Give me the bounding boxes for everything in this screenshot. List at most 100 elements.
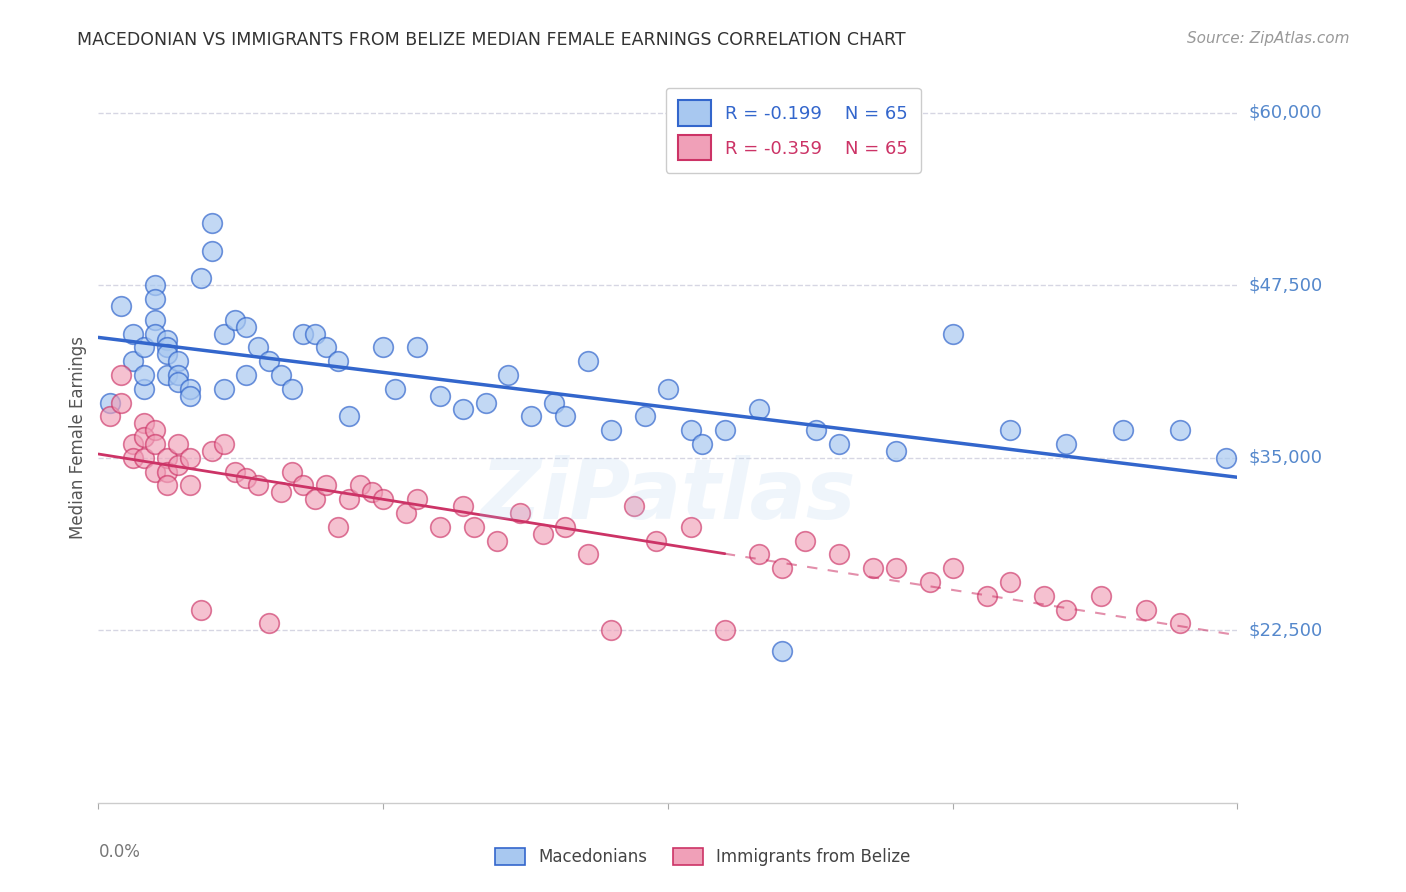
Point (110, 368, 132, 382)
Point (918, 574, 941, 589)
Point (121, 326, 143, 341)
Point (1170, 616, 1192, 631)
Point (304, 326, 326, 341)
Point (259, 354, 281, 368)
Point (623, 499, 645, 513)
Point (326, 520, 349, 534)
Point (498, 368, 520, 382)
Point (167, 354, 190, 368)
Point (212, 326, 235, 341)
Point (600, 423, 623, 437)
Point (156, 334, 179, 348)
Point (337, 492, 360, 507)
Point (373, 492, 395, 507)
Point (451, 499, 474, 513)
Point (201, 443, 224, 458)
Point (884, 443, 907, 458)
Point (714, 423, 737, 437)
Point (110, 299, 132, 313)
Point (224, 465, 246, 479)
Point (520, 409, 543, 424)
Point (190, 271, 212, 285)
Point (304, 492, 326, 507)
Point (976, 589, 998, 603)
Point (179, 389, 201, 403)
Point (246, 340, 269, 354)
Point (190, 602, 212, 616)
Point (292, 478, 315, 492)
Point (576, 548, 599, 562)
Point (98, 395, 121, 409)
Point (998, 574, 1021, 589)
Point (384, 382, 406, 396)
Point (110, 395, 132, 409)
Point (132, 450, 155, 465)
Point (884, 561, 907, 575)
Point (224, 312, 246, 326)
Point (600, 624, 623, 638)
Point (862, 561, 884, 575)
Point (121, 354, 143, 368)
Point (145, 437, 167, 451)
Point (337, 409, 360, 424)
Point (1170, 423, 1192, 437)
Point (201, 244, 224, 258)
Point (349, 478, 371, 492)
Point (429, 520, 451, 534)
Point (212, 382, 235, 396)
Point (292, 326, 315, 341)
Point (828, 437, 851, 451)
Point (201, 216, 224, 230)
Point (167, 458, 190, 472)
Point (132, 340, 155, 354)
Point (167, 368, 190, 382)
Point (463, 520, 485, 534)
Text: $35,000: $35,000 (1249, 449, 1323, 467)
Point (156, 478, 179, 492)
Point (429, 389, 451, 403)
Point (98, 409, 121, 424)
Point (748, 402, 770, 417)
Legend: R = -0.199    N = 65, R = -0.359    N = 65: R = -0.199 N = 65, R = -0.359 N = 65 (665, 87, 921, 173)
Text: ZiPatlas: ZiPatlas (479, 455, 856, 536)
Point (326, 354, 349, 368)
Point (179, 478, 201, 492)
Point (406, 492, 429, 507)
Point (714, 624, 737, 638)
Point (1056, 437, 1078, 451)
Point (531, 526, 554, 541)
Point (315, 340, 337, 354)
Point (1135, 602, 1157, 616)
Point (1032, 589, 1054, 603)
Point (235, 368, 257, 382)
Point (179, 382, 201, 396)
Point (828, 548, 851, 562)
Point (145, 312, 167, 326)
Point (474, 395, 496, 409)
Text: $22,500: $22,500 (1249, 622, 1323, 640)
Point (167, 375, 190, 389)
Point (259, 616, 281, 631)
Point (1112, 423, 1135, 437)
Text: Source: ZipAtlas.com: Source: ZipAtlas.com (1187, 31, 1350, 46)
Point (145, 326, 167, 341)
Point (270, 485, 292, 500)
Point (451, 402, 474, 417)
Point (634, 409, 657, 424)
Text: $60,000: $60,000 (1249, 103, 1322, 122)
Point (179, 450, 201, 465)
Point (554, 409, 576, 424)
Point (360, 485, 382, 500)
Point (156, 368, 179, 382)
Point (145, 465, 167, 479)
Point (804, 423, 827, 437)
Point (679, 423, 702, 437)
Point (145, 423, 167, 437)
Point (145, 278, 167, 293)
Point (132, 368, 155, 382)
Text: MACEDONIAN VS IMMIGRANTS FROM BELIZE MEDIAN FEMALE EARNINGS CORRELATION CHART: MACEDONIAN VS IMMIGRANTS FROM BELIZE MED… (77, 31, 905, 49)
Point (679, 520, 702, 534)
Point (554, 520, 576, 534)
Point (246, 478, 269, 492)
Point (406, 340, 429, 354)
